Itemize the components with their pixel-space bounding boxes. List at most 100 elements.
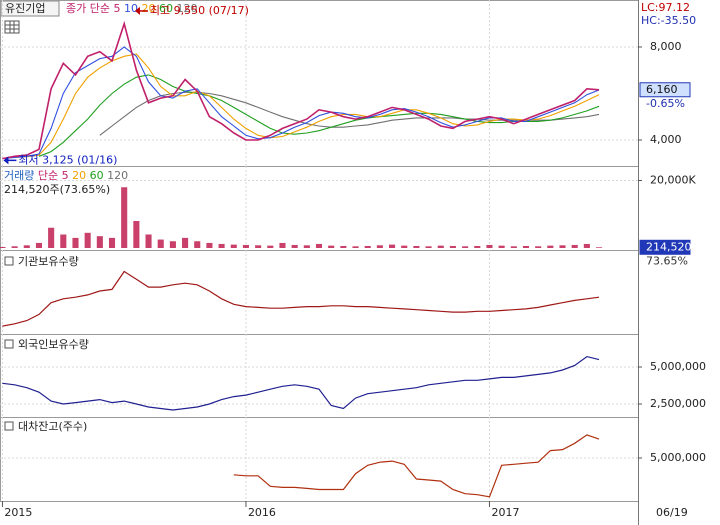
x-tick-label: 2017 [491, 506, 519, 519]
volume-bar [498, 245, 505, 248]
volume-bar [194, 241, 201, 248]
y-tick-label: 20,000K [650, 174, 696, 187]
volume-bar [267, 245, 274, 248]
pane-title: 기관보유수량 [18, 255, 79, 268]
x-tick-label: 2015 [4, 506, 32, 519]
annotation-label: 최고 9,550 (07/17) [150, 4, 249, 17]
volume-bar [571, 244, 578, 248]
volume-bar [72, 237, 79, 248]
legend-entry: 20 [141, 2, 155, 15]
arrow-head [134, 6, 140, 15]
volume-bar [60, 234, 67, 248]
volume-bar [279, 242, 286, 248]
pane-title: 대차잔고(주수) [18, 420, 87, 433]
ma-type: 종가 단순 [66, 2, 110, 15]
last-value-box [639, 239, 691, 255]
volume-bar [474, 245, 481, 248]
volume-bar [182, 237, 189, 248]
volume-bar [547, 245, 554, 248]
change-label: -0.65% [646, 97, 685, 110]
volume-bar [303, 245, 310, 248]
data-line [233, 434, 600, 498]
volume-bar [157, 239, 164, 248]
volume-bar [11, 246, 18, 248]
volume-bar [595, 247, 603, 248]
pane-title: 외국인보유수량 [18, 338, 89, 351]
volume-bar [340, 245, 347, 248]
legend-entry: 120 [176, 2, 197, 15]
volume-bar [84, 232, 91, 248]
ma-line [2, 20, 600, 160]
volume-bar [425, 246, 432, 248]
volume-bar [206, 242, 213, 248]
legend-entry: 120 [107, 169, 128, 182]
data-line [2, 270, 600, 327]
pane-marker [4, 256, 14, 266]
y-tick-label: 4,000 [650, 133, 682, 146]
volume-bar [291, 244, 298, 248]
y-tick-label: 5,000,000 [650, 451, 706, 464]
volume-bar [486, 244, 493, 248]
last-date: 06/19 [656, 506, 688, 519]
volume-bar [583, 243, 590, 248]
volume-bar [510, 246, 517, 248]
volume-bar [48, 227, 55, 248]
lc-label: LC:97.12 [641, 1, 690, 14]
pane-marker [4, 339, 14, 349]
ma-line [38, 74, 600, 157]
legend-entry: 5 [113, 2, 120, 15]
legend-entry: 60 [90, 169, 104, 182]
volume-bar [352, 246, 359, 248]
y-tick-label: 8,000 [650, 40, 682, 53]
volume-bar [328, 245, 335, 248]
volume-bar [559, 245, 566, 248]
volume-bar [145, 234, 152, 248]
arrow-head [3, 156, 9, 165]
data-line [2, 355, 600, 411]
ma-legend: 종가 단순 5 10 20 60 120 [66, 2, 197, 15]
volume-bar [535, 246, 542, 248]
volume-bar [133, 221, 140, 248]
legend-entry: 60 [159, 2, 173, 15]
x-tick-label: 2016 [248, 506, 276, 519]
volume-bar [376, 245, 383, 248]
volume-bar [23, 245, 30, 248]
volume-bar [437, 245, 444, 248]
volume-bar [364, 245, 371, 248]
volume-bar [230, 244, 237, 248]
volume-bar [413, 245, 420, 248]
ratio-label: 73.65% [646, 254, 688, 267]
annotation-label: 최저 3,125 (01/16) [18, 153, 117, 166]
volume-bar [462, 246, 469, 248]
volume-bar [242, 244, 249, 248]
volume-title: 거래량 [4, 169, 34, 182]
y-tick-label: 5,000,000 [650, 360, 706, 373]
volume-bar [255, 245, 262, 248]
last-value: 6,160 [646, 83, 678, 96]
volume-bar [0, 246, 6, 248]
volume-bar [96, 236, 103, 248]
legend-entry: 20 [72, 169, 86, 182]
hc-label: HC:-35.50 [641, 14, 696, 27]
volume-bar [169, 241, 176, 248]
table-icon[interactable] [4, 20, 20, 34]
ma-type: 단순 [38, 169, 58, 182]
pane-marker [4, 421, 14, 431]
volume-legend: 거래량 단순 5 20 60 120 [4, 169, 128, 182]
volume-bar [121, 187, 128, 248]
volume-bar [449, 245, 456, 248]
volume-bar [108, 237, 116, 248]
volume-bar [401, 245, 408, 248]
legend-entry: 5 [62, 169, 69, 182]
last-value-box [639, 82, 691, 98]
volume-bar [389, 244, 396, 248]
stock-title: 유진기업 [5, 2, 45, 15]
volume-bar [522, 245, 530, 248]
volume-bar [315, 243, 323, 248]
y-tick-label: 2,500,000 [650, 397, 706, 410]
volume-summary: 214,520주(73.65%) [4, 183, 110, 196]
legend-entry: 10 [124, 2, 138, 15]
